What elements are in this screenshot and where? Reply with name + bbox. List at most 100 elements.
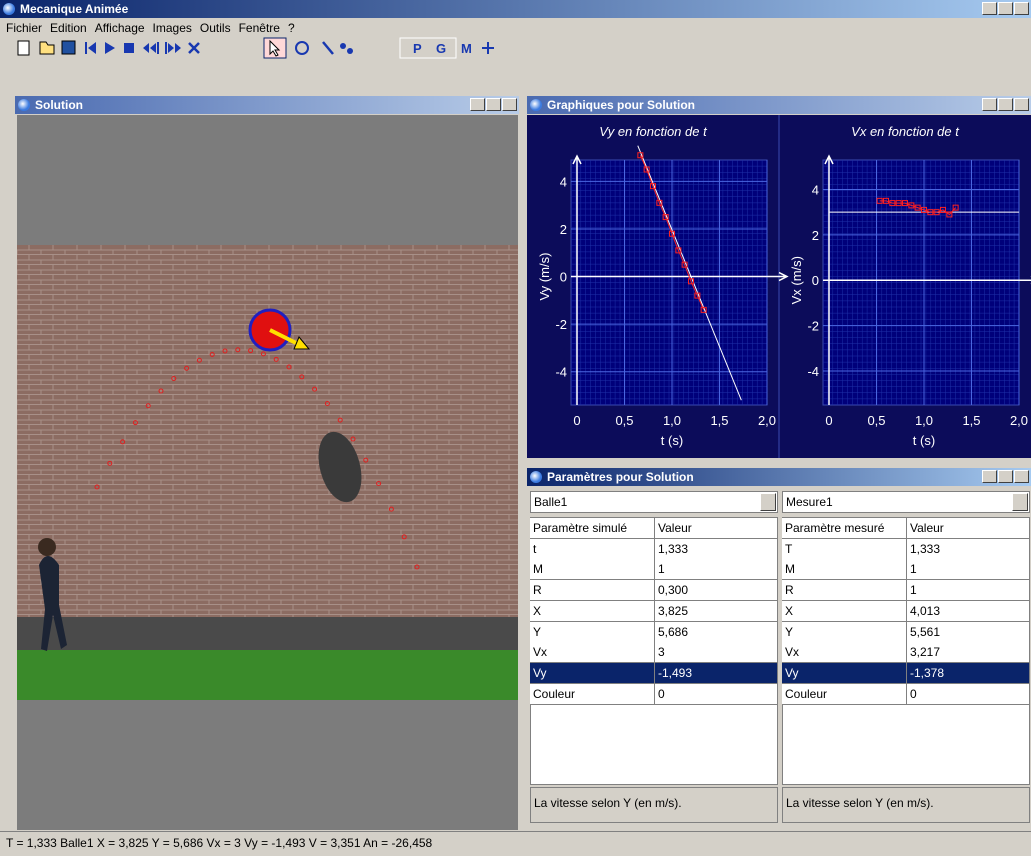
combo-arrow[interactable] xyxy=(1012,493,1028,511)
window-buttons[interactable] xyxy=(982,470,1029,483)
combo-box[interactable]: Mesure1 xyxy=(782,491,1030,513)
data-point xyxy=(946,211,953,218)
window-buttons[interactable] xyxy=(982,2,1029,15)
x-tick-label: 0 xyxy=(573,413,580,428)
data-point xyxy=(914,204,921,211)
column-header[interactable]: Paramètre mesuré xyxy=(782,518,907,539)
table-cell[interactable]: X xyxy=(782,600,907,622)
column-header[interactable]: Valeur xyxy=(907,518,1030,539)
trajectory-dot xyxy=(260,351,266,357)
table-cell[interactable]: 1 xyxy=(907,559,1030,581)
data-point xyxy=(681,261,688,268)
video-frame xyxy=(17,115,518,830)
table-cell[interactable]: Y xyxy=(530,621,655,643)
y-tick-label: 2 xyxy=(812,228,819,243)
data-point xyxy=(643,166,650,173)
chart-title: Vx en fonction de t xyxy=(851,124,960,139)
table-cell[interactable]: 5,561 xyxy=(907,621,1030,643)
table-cell[interactable]: R xyxy=(782,580,907,602)
table-cell[interactable]: M xyxy=(782,559,907,581)
axis xyxy=(823,154,1031,405)
table-cell[interactable]: 0 xyxy=(655,683,778,705)
trajectory-dot xyxy=(376,480,382,486)
window-buttons[interactable] xyxy=(982,98,1029,111)
toolbar-label[interactable]: P xyxy=(413,41,422,56)
menu-item[interactable]: Affichage xyxy=(94,21,145,35)
y-tick-label: 0 xyxy=(560,270,567,285)
x-tick-label: 0,5 xyxy=(867,413,885,428)
params-title-bar: Paramètres pour Solution xyxy=(527,468,1031,486)
x-axis-label: t (s) xyxy=(913,433,935,448)
table-cell[interactable]: Vy xyxy=(530,662,655,684)
menu-item[interactable]: Fenêtre xyxy=(238,21,280,35)
table-cell[interactable]: 0,300 xyxy=(655,580,778,602)
table-cell[interactable]: Couleur xyxy=(530,683,655,705)
column-header[interactable]: Valeur xyxy=(655,518,778,539)
combo-arrow[interactable] xyxy=(760,493,776,511)
trajectory-dot xyxy=(286,364,292,370)
x-tick-label: 2,0 xyxy=(1010,413,1028,428)
table-cell[interactable]: 4,013 xyxy=(907,600,1030,622)
toolbar-label[interactable]: G xyxy=(436,41,446,56)
solution-title: Solution xyxy=(35,98,83,112)
combo-box[interactable]: Balle1 xyxy=(530,491,778,513)
combo-value: Balle1 xyxy=(534,495,568,509)
trajectory-dot xyxy=(196,357,202,363)
graphs-title-bar: Graphiques pour Solution xyxy=(527,96,1031,114)
y-tick-label: -4 xyxy=(555,365,567,380)
table-cell[interactable]: 0 xyxy=(907,683,1030,705)
table-cell[interactable]: 3 xyxy=(655,642,778,664)
x-tick-label: 1,0 xyxy=(915,413,933,428)
table-cell[interactable]: 1 xyxy=(655,559,778,581)
graphs-title: Graphiques pour Solution xyxy=(547,98,695,112)
data-point xyxy=(927,209,934,216)
data-line xyxy=(879,200,957,216)
table-cell[interactable]: Couleur xyxy=(782,683,907,705)
menu-item[interactable]: Fichier xyxy=(6,21,43,35)
data-point xyxy=(895,200,902,207)
table-cell[interactable]: t xyxy=(530,538,655,560)
status-bar: T = 1,333 Balle1 X = 3,825 Y = 5,686 Vx … xyxy=(0,831,1031,856)
trajectory-dot xyxy=(401,534,407,540)
toolbar-label[interactable]: M xyxy=(461,41,472,56)
y-tick-label: 2 xyxy=(560,222,567,237)
trajectory-dot xyxy=(132,420,138,426)
description-text: La vitesse selon Y (en m/s). xyxy=(534,796,682,810)
table-cell[interactable]: -1,493 xyxy=(655,662,778,684)
menu-item[interactable]: Outils xyxy=(199,21,231,35)
y-tick-label: 4 xyxy=(560,174,567,189)
table-cell[interactable]: M xyxy=(530,559,655,581)
table-cell[interactable]: Vy xyxy=(782,662,907,684)
table-cell[interactable]: 3,825 xyxy=(655,600,778,622)
table-cell[interactable]: 1 xyxy=(907,580,1030,602)
table-cell[interactable]: Vx xyxy=(782,642,907,664)
table-cell[interactable]: X xyxy=(530,600,655,622)
table-cell[interactable]: 3,217 xyxy=(907,642,1030,664)
x-tick-label: 1,5 xyxy=(962,413,980,428)
column-header[interactable]: Paramètre simulé xyxy=(530,518,655,539)
data-point xyxy=(940,206,946,213)
window-buttons[interactable] xyxy=(470,98,517,111)
data-point xyxy=(889,200,896,207)
trajectory-dot xyxy=(324,400,330,406)
data-point xyxy=(952,204,959,211)
data-point xyxy=(637,152,644,159)
table-cell[interactable]: 5,686 xyxy=(655,621,778,643)
table-cell[interactable]: 1,333 xyxy=(907,538,1030,560)
table-cell[interactable]: Y xyxy=(782,621,907,643)
menu-item[interactable]: Edition xyxy=(50,21,87,35)
data-point xyxy=(662,214,669,221)
data-point xyxy=(902,200,908,207)
table-cell[interactable]: 1,333 xyxy=(655,538,778,560)
trajectory-dot xyxy=(248,348,254,354)
data-point xyxy=(883,197,889,204)
table-cell[interactable]: T xyxy=(782,538,907,560)
table-cell[interactable]: Vx xyxy=(530,642,655,664)
table-cell[interactable]: R xyxy=(530,580,655,602)
menu-item[interactable]: ? xyxy=(287,21,295,35)
table-cell[interactable]: -1,378 xyxy=(907,662,1030,684)
title-bar: Mecanique Animée xyxy=(0,0,1031,18)
menu-item[interactable]: Images xyxy=(152,21,192,35)
window-title: Mecanique Animée xyxy=(20,2,129,16)
